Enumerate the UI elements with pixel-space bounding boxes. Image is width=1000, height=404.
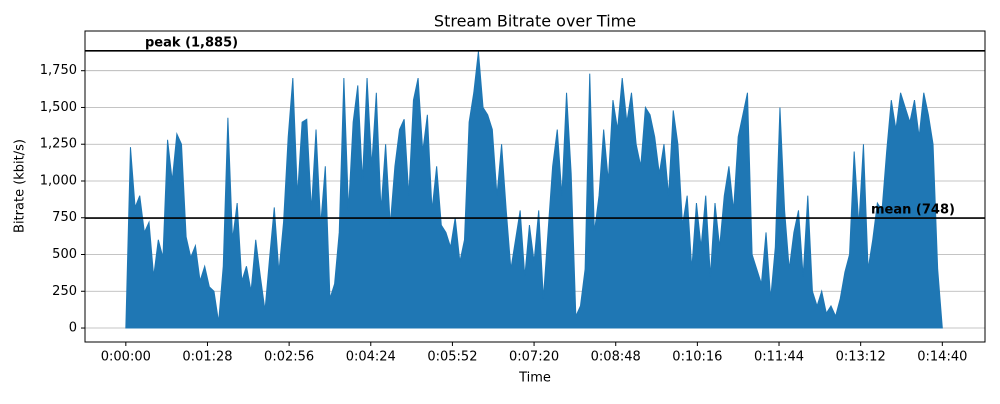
x-axis-label: Time: [518, 371, 551, 386]
y-tick-label: 1,750: [40, 63, 77, 78]
y-tick-label: 0: [69, 321, 77, 336]
y-tick-label: 250: [52, 284, 77, 299]
x-tick-label: 0:10:16: [672, 350, 722, 365]
x-tick-label: 0:02:56: [264, 350, 314, 365]
x-tick-label: 0:08:48: [591, 350, 641, 365]
x-tick-label: 0:00:00: [101, 350, 151, 365]
y-tick-label: 500: [52, 247, 77, 262]
x-tick-label: 0:11:44: [754, 350, 804, 365]
y-tick-label: 1,250: [40, 137, 77, 152]
x-tick-label: 0:04:24: [346, 350, 396, 365]
y-tick-label: 1,000: [40, 173, 77, 188]
x-tick-label: 0:01:28: [182, 350, 232, 365]
y-tick-label: 1,500: [40, 100, 77, 115]
x-tick-label: 0:14:40: [917, 350, 967, 365]
x-tick-label: 0:13:12: [836, 350, 886, 365]
y-tick-label: 750: [52, 210, 77, 225]
reference-label: mean (748): [871, 203, 955, 218]
chart-title: Stream Bitrate over Time: [434, 12, 636, 31]
x-tick-label: 0:05:52: [427, 350, 477, 365]
y-axis-label: Bitrate (kbit/s): [13, 139, 28, 233]
x-tick-label: 0:07:20: [509, 350, 559, 365]
reference-label: peak (1,885): [145, 35, 238, 50]
plot-frame: [84, 30, 986, 343]
area: [125, 51, 943, 329]
